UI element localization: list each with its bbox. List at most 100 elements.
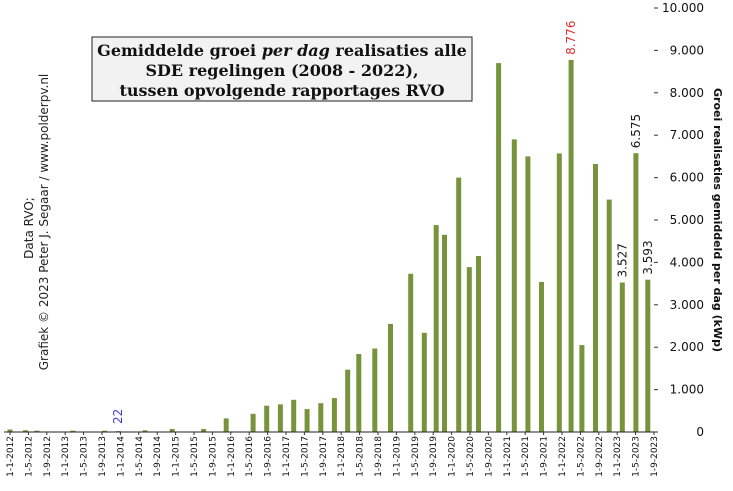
bar-10 bbox=[250, 413, 256, 432]
x-tick-label-7: 1-5-2014 bbox=[135, 436, 145, 477]
bar-13 bbox=[291, 399, 297, 432]
x-tick-label-32: 1-9-2022 bbox=[595, 436, 605, 477]
bar-25 bbox=[456, 177, 462, 432]
credit-line-1: Data RVO; bbox=[22, 197, 36, 259]
bar-layer bbox=[7, 59, 651, 433]
x-tick-label-10: 1-5-2015 bbox=[190, 436, 200, 477]
x-tick-label-29: 1-9-2021 bbox=[540, 436, 550, 477]
y-tick-label-4: 4.000 bbox=[670, 255, 704, 269]
chart-title: Gemiddelde groei per dag realisaties all… bbox=[91, 36, 473, 102]
bar-37 bbox=[619, 282, 625, 432]
x-tick-label-9: 1-1-2015 bbox=[172, 436, 182, 477]
x-tick-label-16: 1-5-2017 bbox=[300, 436, 310, 477]
bar-9 bbox=[223, 418, 229, 432]
y-tick-label-1: 1.000 bbox=[670, 383, 704, 397]
y-tick-label-2: 2.000 bbox=[670, 340, 704, 354]
x-tick-label-34: 1-5-2023 bbox=[632, 436, 642, 477]
bar-27 bbox=[476, 256, 481, 432]
x-tick-label-19: 1-5-2018 bbox=[356, 436, 366, 477]
x-tick-label-28: 1-5-2021 bbox=[521, 436, 531, 477]
bar-39 bbox=[645, 279, 651, 432]
x-tick-label-17: 1-9-2017 bbox=[319, 436, 329, 477]
bar-0 bbox=[7, 429, 13, 432]
bar-8 bbox=[201, 429, 207, 432]
x-tick-label-15: 1-1-2017 bbox=[282, 436, 292, 477]
bar-29 bbox=[511, 139, 517, 432]
x-tick-label-31: 1-5-2022 bbox=[576, 436, 586, 477]
bar-4 bbox=[102, 430, 108, 432]
bar-3 bbox=[70, 430, 76, 432]
bar-15 bbox=[318, 403, 324, 432]
x-tick-label-3: 1-1-2013 bbox=[61, 436, 71, 477]
x-tick-label-26: 1-9-2020 bbox=[484, 436, 494, 477]
x-tick-label-8: 1-9-2014 bbox=[153, 436, 163, 477]
credit-line-2: Grafiek © 2023 Peter J. Segaar / www.pol… bbox=[37, 74, 51, 371]
y-tick-label-9: 9.000 bbox=[670, 43, 704, 57]
bar-7 bbox=[169, 429, 175, 432]
bar-31 bbox=[539, 281, 544, 432]
x-tick-label-18: 1-1-2018 bbox=[337, 436, 347, 477]
x-tick-label-35: 1-9-2023 bbox=[650, 436, 660, 477]
title-line-2: tussen opvolgende rapportages RVO bbox=[119, 81, 444, 100]
x-axis-ticks: 1-1-2012 1-5-2012 1-9-2012 1-1-2013 1-5-2013… bbox=[6, 432, 660, 477]
x-tick-label-13: 1-5-2016 bbox=[245, 436, 255, 477]
x-tick-label-21: 1-1-2019 bbox=[392, 436, 402, 477]
bar-16 bbox=[331, 398, 337, 432]
x-tick-label-14: 1-9-2016 bbox=[264, 436, 274, 477]
annotation-0: 22 bbox=[111, 409, 125, 424]
y-tick-label-5: 5.000 bbox=[670, 213, 704, 227]
bar-18 bbox=[356, 354, 362, 432]
bar-12 bbox=[277, 404, 283, 432]
bar-11 bbox=[264, 405, 270, 432]
x-tick-label-22: 1-5-2019 bbox=[411, 436, 421, 477]
y-axis-ticks: 0 1.000 2.000 3.000 4.000 5.000 6.000 7.000 8.00… bbox=[654, 1, 704, 439]
bar-36 bbox=[606, 199, 612, 432]
x-tick-label-30: 1-1-2022 bbox=[558, 436, 568, 477]
bar-20 bbox=[388, 323, 393, 432]
x-tick-label-5: 1-9-2013 bbox=[98, 436, 108, 477]
y-tick-label-7: 7.000 bbox=[670, 128, 704, 142]
bar-26 bbox=[466, 267, 472, 432]
title-line-0: Gemiddelde groei per dag realisaties all… bbox=[97, 41, 467, 60]
data-label-38: 6.575 bbox=[629, 114, 643, 148]
bar-1 bbox=[23, 430, 28, 432]
title-box bbox=[91, 36, 473, 102]
x-tick-label-23: 1-9-2019 bbox=[429, 436, 439, 477]
bar-35 bbox=[593, 164, 598, 432]
bar-32 bbox=[556, 153, 562, 432]
bar-19 bbox=[372, 348, 378, 432]
y-tick-label-3: 3.000 bbox=[670, 298, 704, 312]
x-tick-label-25: 1-5-2020 bbox=[466, 436, 476, 477]
bar-38 bbox=[633, 153, 639, 432]
x-tick-label-6: 1-1-2014 bbox=[116, 436, 126, 477]
x-tick-label-27: 1-1-2021 bbox=[503, 436, 513, 477]
value-label-layer: 8.776 3.527 6.575 3.593 22 bbox=[111, 21, 655, 424]
y-tick-label-6: 6.000 bbox=[670, 171, 704, 185]
bar-34 bbox=[579, 345, 585, 432]
y-tick-label-8: 8.000 bbox=[670, 86, 704, 100]
bar-14 bbox=[304, 409, 310, 432]
bar-28 bbox=[496, 63, 502, 432]
bar-23 bbox=[433, 225, 439, 432]
title-text: Gemiddelde groei per dag realisaties all… bbox=[97, 41, 467, 100]
x-tick-label-1: 1-5-2012 bbox=[24, 436, 34, 477]
x-tick-label-33: 1-1-2023 bbox=[613, 436, 623, 477]
x-tick-label-2: 1-9-2012 bbox=[43, 436, 53, 477]
x-tick-label-24: 1-1-2020 bbox=[448, 436, 458, 477]
x-tick-label-20: 1-9-2018 bbox=[374, 436, 384, 477]
x-tick-label-0: 1-1-2012 bbox=[6, 436, 16, 477]
data-label-37: 3.527 bbox=[615, 243, 629, 277]
bar-2 bbox=[34, 430, 40, 432]
y-axis-label: Groei realisaties gemiddeld per dag (kWp… bbox=[711, 88, 724, 352]
y-tick-label-0: 0 bbox=[696, 425, 704, 439]
x-tick-label-12: 1-1-2016 bbox=[227, 436, 237, 477]
bar-6 bbox=[142, 430, 148, 432]
data-label-39: 3.593 bbox=[641, 240, 655, 274]
title-line-1: SDE regelingen (2008 - 2022), bbox=[145, 61, 418, 80]
bar-22 bbox=[421, 332, 427, 432]
x-tick-label-4: 1-5-2013 bbox=[80, 436, 90, 477]
bar-17 bbox=[345, 369, 351, 432]
x-tick-label-11: 1-9-2015 bbox=[208, 436, 218, 477]
bar-24 bbox=[442, 234, 447, 432]
